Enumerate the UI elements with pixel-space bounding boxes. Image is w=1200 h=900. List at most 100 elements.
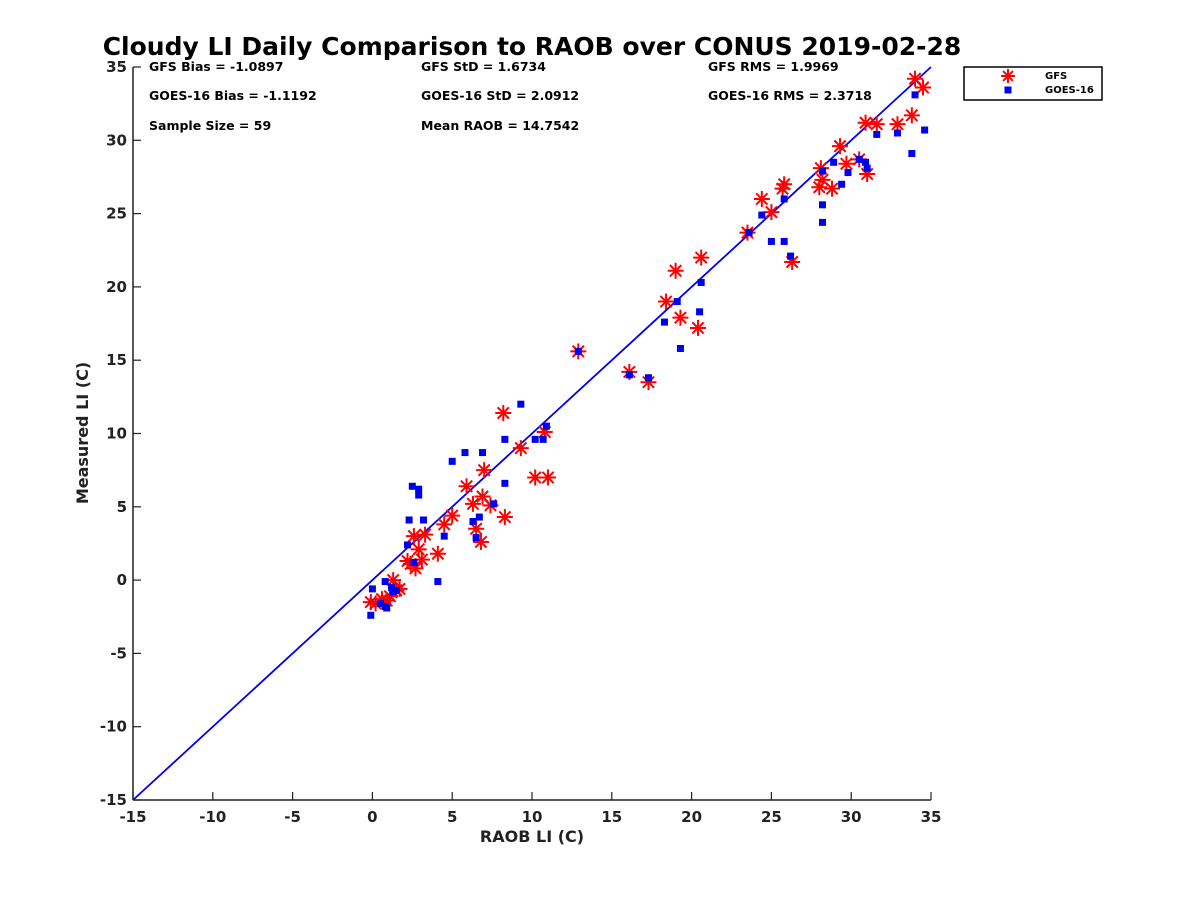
gfs-point: [753, 190, 770, 207]
goes16-point: [479, 449, 487, 457]
y-tick-label: -15: [100, 791, 127, 809]
x-tick-label: -5: [284, 808, 301, 826]
gfs-point: [429, 545, 446, 562]
goes16-point: [501, 435, 509, 443]
gfs-point: [868, 116, 885, 133]
gfs-point: [776, 176, 793, 193]
goes16-point: [767, 237, 775, 245]
goes16-point: [855, 155, 863, 163]
gfs-point: [689, 319, 706, 336]
gfs-point: [915, 79, 932, 96]
goes16-point: [405, 516, 413, 524]
y-axis-label: Measured LI (C): [73, 362, 92, 504]
gfs-point: [464, 495, 481, 512]
goes16-point: [404, 541, 412, 549]
legend-gfs-label: GFS: [1045, 71, 1067, 82]
y-tick-label: -10: [100, 718, 127, 736]
legend-goes-marker: [1004, 86, 1012, 94]
goes16-point: [818, 201, 826, 209]
goes16-point: [780, 195, 788, 203]
goes16-point: [908, 149, 916, 157]
goes16-point: [830, 158, 838, 166]
gfs-point: [763, 204, 780, 221]
goes16-point: [676, 344, 684, 352]
gfs-point: [444, 507, 461, 524]
gfs-point: [458, 478, 475, 495]
goes16-point: [448, 457, 456, 465]
goes16-point: [367, 611, 375, 619]
goes16-point: [818, 167, 826, 175]
goes16-point: [415, 491, 423, 499]
x-tick-label: 15: [601, 808, 622, 826]
goes16-point: [517, 400, 525, 408]
y-axis-ticks: -15 -10 -5 0 5 10 15 20 25 30 35: [100, 58, 141, 809]
goes16-point: [625, 371, 633, 379]
y-tick-label: 15: [106, 351, 127, 369]
gfs-point: [405, 528, 422, 545]
gfs-point: [512, 440, 529, 457]
y-tick-label: 25: [106, 205, 127, 223]
gfs-point: [907, 70, 924, 87]
x-tick-label: -10: [199, 808, 226, 826]
stat-mean-raob: Mean RAOB = 14.7542: [421, 118, 579, 133]
x-axis-ticks: -15 -10 -5 0 5 10 15 20 25 30 35: [119, 792, 941, 826]
gfs-point: [667, 262, 684, 279]
x-tick-label: 30: [841, 808, 862, 826]
y-tick-label: -5: [110, 644, 127, 662]
gfs-point: [824, 180, 841, 197]
x-axis-label: RAOB LI (C): [480, 827, 584, 846]
goes16-point: [911, 91, 919, 99]
goes16-point: [383, 604, 391, 612]
goes16-point: [475, 513, 483, 521]
stat-goes-bias: GOES-16 Bias = -1.1192: [149, 88, 317, 103]
legend-goes-square: [1004, 86, 1012, 94]
y-tick-label: 0: [117, 571, 127, 589]
x-tick-label: 5: [447, 808, 457, 826]
gfs-point: [410, 541, 427, 558]
y-tick-label: 10: [106, 425, 127, 443]
legend-goes-label: GOES-16: [1045, 85, 1094, 96]
goes16-point: [415, 485, 423, 493]
x-tick-label: -15: [119, 808, 146, 826]
gfs-point: [495, 404, 512, 421]
gfs-point: [658, 293, 675, 310]
goes16-point: [461, 449, 469, 457]
goes16-point: [376, 600, 384, 608]
goes16-point: [818, 218, 826, 226]
one-to-one-line: [132, 66, 932, 801]
gfs-point: [496, 509, 513, 526]
goes16-point: [539, 435, 547, 443]
goes16-point: [697, 279, 705, 287]
gfs-point: [527, 469, 544, 486]
legend-gfs-marker: [1001, 69, 1015, 83]
y-tick-label: 5: [117, 498, 127, 516]
gfs-point: [857, 114, 874, 131]
stat-gfs-std: GFS StD = 1.6734: [421, 59, 546, 74]
goes16-point: [921, 126, 929, 134]
goes16-point: [419, 516, 427, 524]
goes16-point: [893, 129, 901, 137]
goes16-point: [368, 585, 376, 593]
goes16-point: [392, 586, 400, 594]
y-tick-label: 35: [106, 58, 127, 76]
goes16-point: [531, 435, 539, 443]
gfs-point: [832, 138, 849, 155]
goes16-point: [780, 237, 788, 245]
goes16-point: [501, 479, 509, 487]
legend: GFS GOES-16: [963, 66, 1103, 101]
goes16-point: [381, 578, 389, 586]
stat-goes-rms: GOES-16 RMS = 2.3718: [708, 88, 872, 103]
goes16-point: [472, 534, 480, 542]
stat-gfs-bias: GFS Bias = -1.0897: [149, 59, 283, 74]
y-tick-label: 20: [106, 278, 127, 296]
x-tick-label: 10: [522, 808, 543, 826]
goes16-point: [469, 517, 477, 525]
goes16-point: [388, 583, 396, 591]
goes16-point: [410, 559, 418, 567]
chart-title: Cloudy LI Daily Comparison to RAOB over …: [103, 32, 962, 61]
stat-goes-std: GOES-16 StD = 2.0912: [421, 88, 579, 103]
gfs-point: [889, 116, 906, 133]
gfs-point: [476, 462, 493, 479]
gfs-point: [417, 526, 434, 543]
